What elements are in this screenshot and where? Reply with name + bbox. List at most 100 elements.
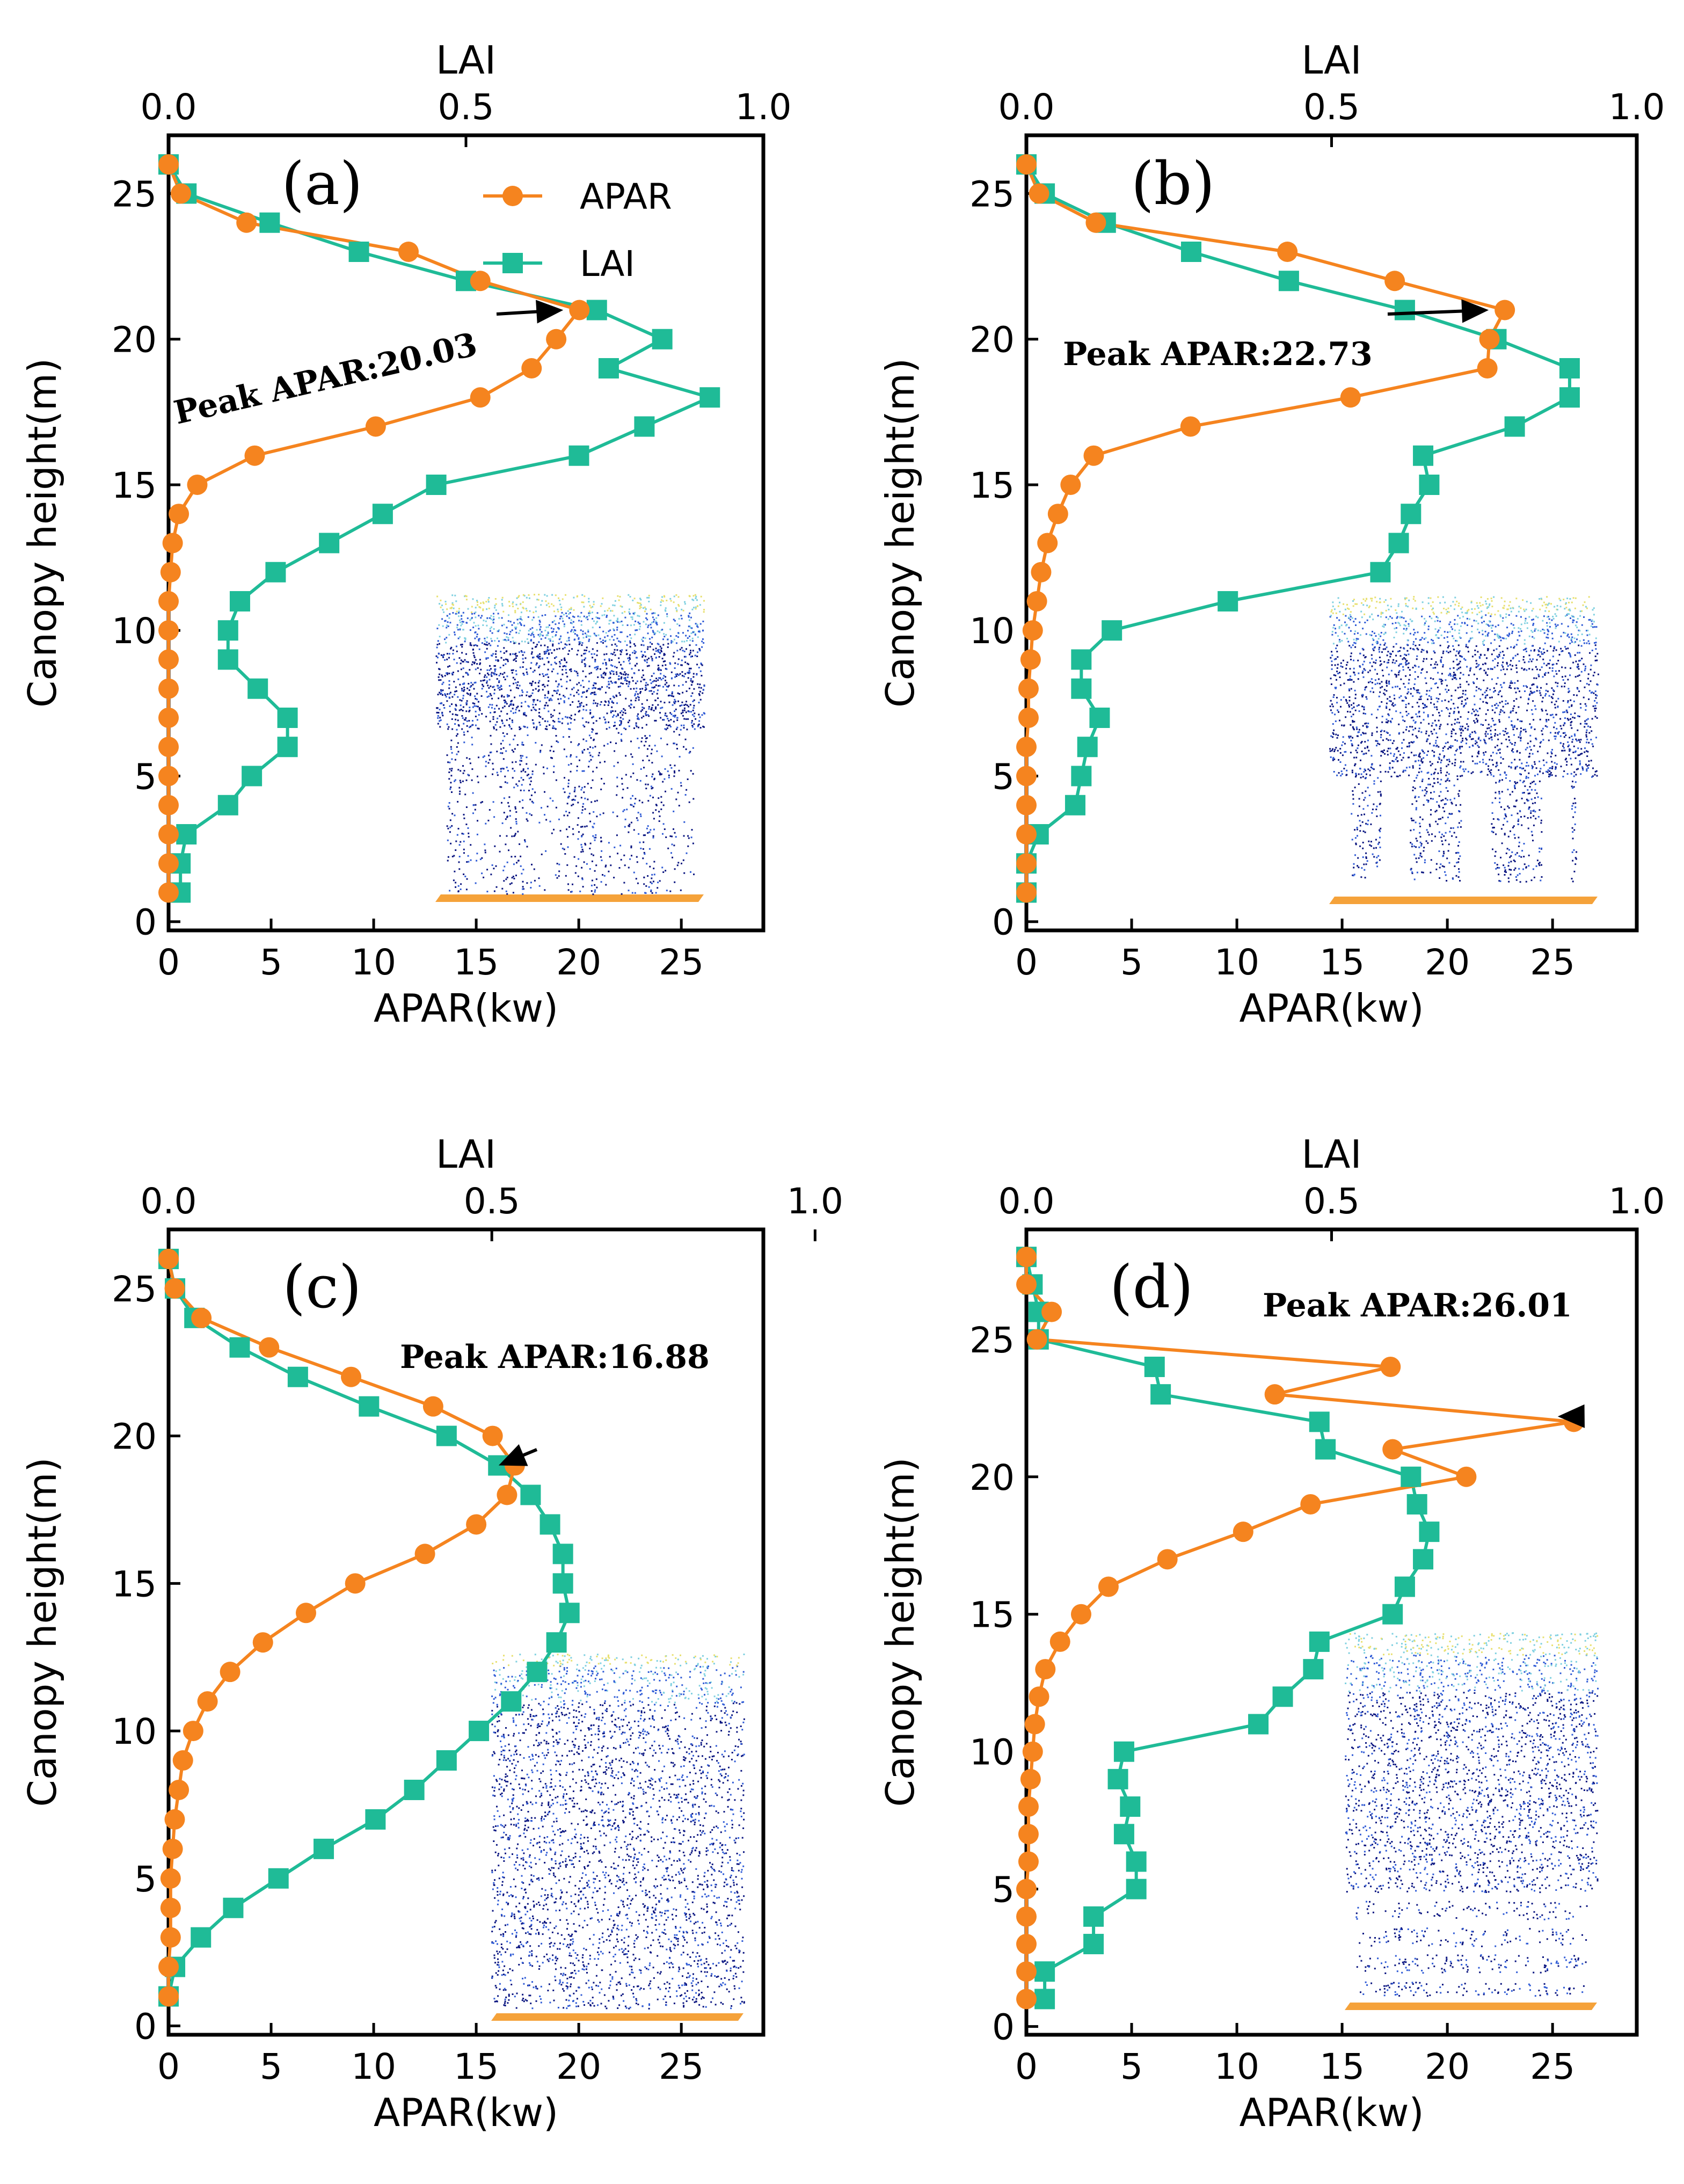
x-tick-label: 15 [454,942,499,983]
lai-data-point [1309,1411,1330,1432]
apar-data-point [1016,766,1037,787]
x-tick-label: 5 [1120,942,1143,983]
apar-data-point [1300,1494,1321,1515]
apar-data-point [1157,1549,1178,1570]
lai-data-point [217,620,238,641]
apar-data-point [158,1986,179,2007]
panel-label: (d) [1110,1253,1193,1321]
top-x-axis-label: LAI [1301,38,1361,83]
x-tick-label: 20 [556,942,601,983]
y-tick-label: 0 [134,902,157,943]
apar-data-point [1085,212,1106,233]
lai-data-point [1401,504,1421,525]
apar-data-point [1022,620,1043,641]
top-x-tick-label: 0.5 [438,86,494,128]
annotation-arrow-shaft [1387,309,1473,316]
apar-data-point [1264,1384,1285,1405]
apar-series-line [1025,1257,1574,1999]
apar-data-point [1018,707,1039,728]
x-tick-label: 5 [1120,2046,1143,2087]
apar-data-point [1016,824,1037,845]
lai-data-point [314,1838,334,1859]
top-x-tick-label: 1.0 [1609,1181,1665,1222]
apar-data-point [158,853,179,874]
y-tick-label: 25 [112,1269,157,1310]
lai-data-point [1089,707,1110,728]
apar-data-point [1018,1824,1039,1845]
apar-data-point [158,154,179,175]
lai-data-point [217,649,238,670]
apar-data-point [158,795,179,816]
lai-data-point [1504,416,1525,437]
lai-data-point [1071,766,1092,787]
lai-data-point [1218,591,1238,611]
apar-data-point [1382,1439,1403,1460]
point-cloud-points [1345,1654,1599,1997]
peak-apar-annotation: Peak APAR:20.03 [171,326,481,432]
point-cloud-points [1329,644,1599,883]
lai-data-point [1419,1521,1440,1542]
lai-data-point [1065,795,1085,816]
apar-data-point [1020,1768,1041,1789]
apar-data-point [191,1307,212,1328]
point-cloud-points [491,1665,745,2010]
legend-apar-marker [502,186,523,206]
panel-d: 0 5 10 15 20 25 0 5 10 15 20 25 0.0 0.5 1.0 APAR(kw) LAI… [878,1132,1665,2135]
apar-data-point [1479,329,1500,350]
y-tick-label: 15 [112,1563,157,1605]
annotation-arrow-head [1557,1404,1585,1428]
lai-data-point [1401,1466,1421,1487]
apar-data-point [1020,649,1041,670]
point-cloud-points [492,1654,740,1666]
apar-data-point [158,649,179,670]
apar-data-point [162,533,183,554]
apar-data-point [1477,358,1498,378]
top-x-tick-label: 0.5 [464,1181,520,1222]
apar-data-point [1016,1247,1037,1268]
lai-data-point [559,1603,580,1624]
apar-data-point [497,1484,517,1505]
x-tick-label: 0 [1015,2046,1038,2087]
apar-data-point [1016,882,1037,903]
apar-data-point [1016,1879,1037,1899]
annotation-arrow-head [536,300,564,324]
lai-data-point [277,707,298,728]
apar-data-point [546,329,567,350]
y-tick-label: 10 [112,1711,157,1752]
y-tick-label: 10 [969,610,1015,652]
lai-data-point [501,1691,522,1712]
lai-data-point [436,1425,457,1446]
apar-data-point [1018,1851,1039,1872]
apar-data-point [158,824,179,845]
lai-data-point [1113,1741,1134,1762]
apar-data-point [1018,678,1039,699]
lai-data-point [1248,1714,1269,1735]
lai-data-point [1107,1768,1128,1789]
apar-data-point [1098,1576,1119,1597]
panel-a: 0 5 10 15 20 25 0 5 10 15 20 25 0.0 0.5 1.0 APAR(kw) LAI… [20,38,791,1031]
apar-data-point [1016,853,1037,874]
peak-apar-annotation: Peak APAR:22.73 [1063,336,1373,373]
lai-data-point [242,766,263,787]
apar-data-point [470,271,491,292]
top-x-tick-label: 0.5 [1303,86,1360,128]
apar-data-point [164,1278,185,1299]
apar-data-point [1340,387,1361,408]
x-tick-label: 20 [1425,942,1470,983]
lai-data-point [365,1809,386,1830]
apar-data-point [1016,1961,1037,1982]
x-tick-label: 25 [1530,2046,1575,2087]
top-x-tick-label: 0.0 [998,86,1055,128]
lai-data-point [1419,474,1440,495]
lai-data-point [552,1573,573,1594]
y-tick-label: 20 [969,319,1015,361]
y-tick-label: 25 [112,173,157,215]
lai-data-point [1388,533,1409,554]
apar-data-point [162,1838,183,1859]
lai-data-point [287,1366,308,1387]
lai-data-point [1278,271,1299,292]
apar-data-point [1047,504,1068,525]
apar-data-point [158,678,179,699]
panel-label: (b) [1131,149,1215,218]
